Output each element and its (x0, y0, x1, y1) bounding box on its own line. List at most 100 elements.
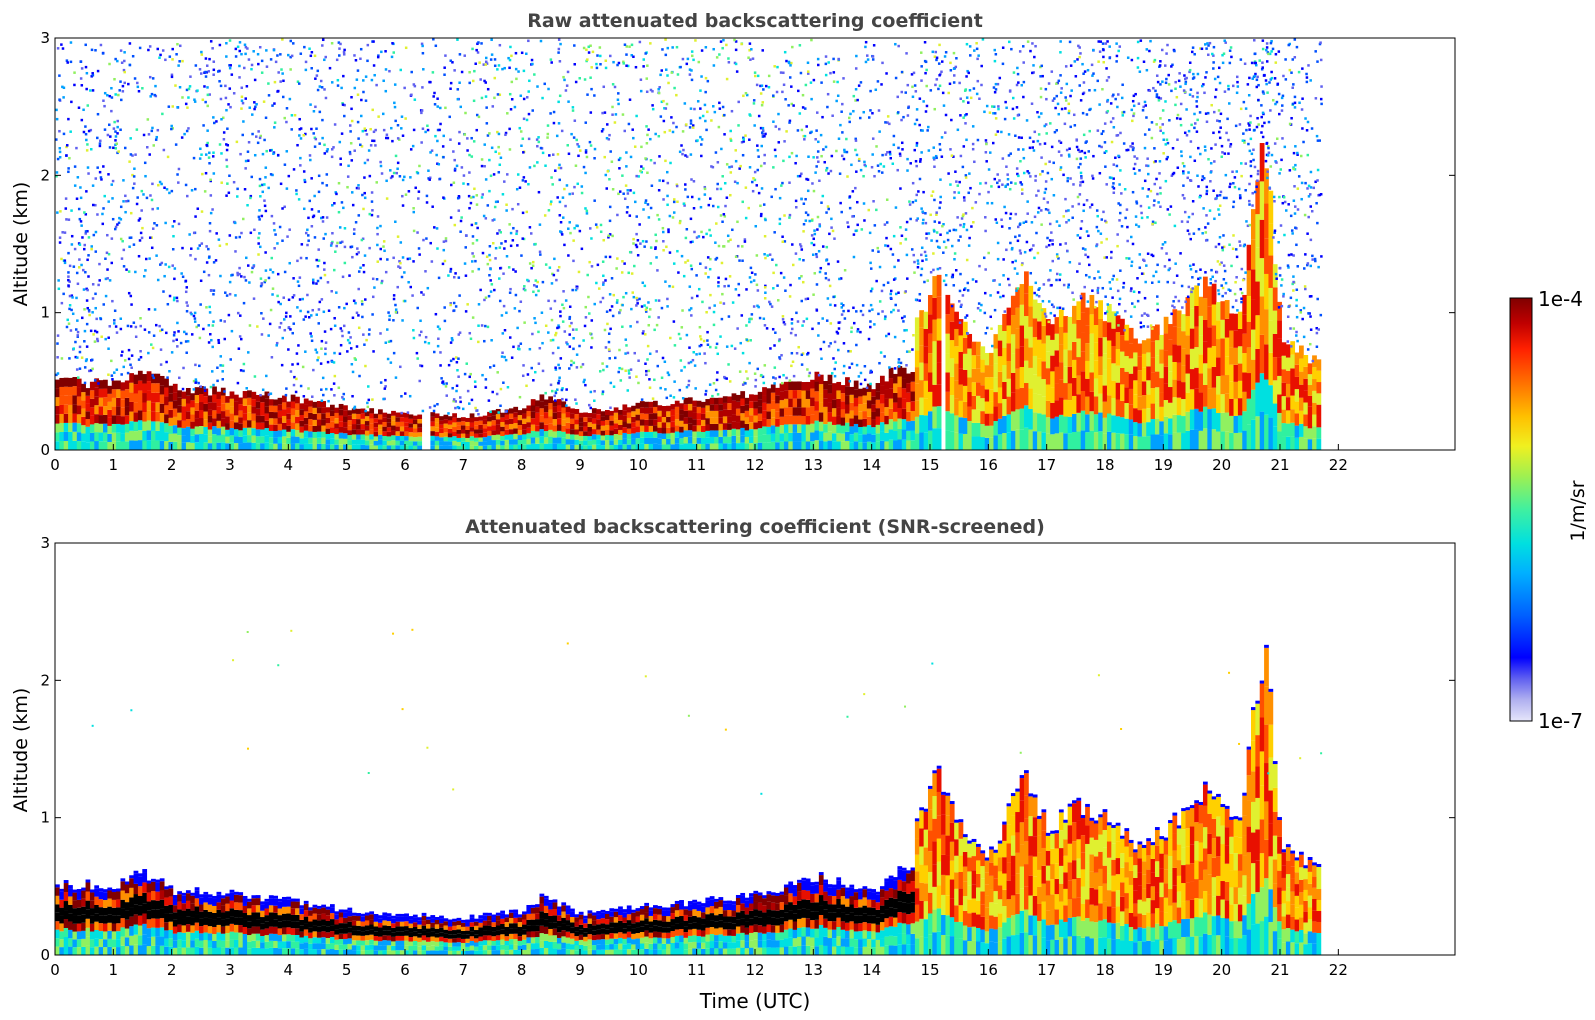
noise-pixel (211, 324, 215, 327)
heatmap-cell (875, 399, 881, 409)
heatmap-cell (722, 416, 728, 424)
heatmap-cell (465, 421, 471, 426)
heatmap-cell (1233, 313, 1239, 331)
heatmap-cell (958, 319, 964, 336)
heatmap-cell (901, 367, 907, 379)
noise-pixel (1316, 297, 1319, 301)
noise-pixel (1083, 285, 1086, 289)
noise-pixel (552, 121, 556, 125)
heatmap-cell (164, 405, 169, 415)
noise-pixel (1165, 252, 1168, 255)
noise-pixel (1191, 46, 1195, 49)
noise-pixel (820, 201, 823, 204)
noise-pixel (965, 228, 969, 232)
heatmap-cell (779, 400, 785, 409)
heatmap-cell (1299, 397, 1304, 411)
heatmap-cell (674, 431, 680, 438)
noise-pixel (501, 67, 504, 71)
heatmap-cell (277, 404, 283, 411)
heatmap-cell (146, 440, 152, 450)
noise-pixel (103, 104, 106, 108)
heatmap-cell (1015, 348, 1021, 369)
noise-pixel (611, 314, 615, 318)
heatmap-cell (1312, 438, 1317, 450)
heatmap-cell (827, 393, 833, 403)
heatmap-cell (596, 439, 602, 445)
heatmap-cell (853, 397, 859, 407)
heatmap-cell (513, 439, 519, 445)
noise-pixel (606, 123, 609, 126)
heatmap-cell (1111, 328, 1117, 346)
heatmap-cell (958, 351, 964, 369)
noise-pixel (1008, 217, 1012, 220)
heatmap-cell (308, 437, 313, 444)
noise-pixel (423, 340, 427, 344)
noise-pixel (740, 140, 744, 144)
heatmap-cell (1163, 433, 1169, 450)
heatmap-cell (613, 439, 619, 445)
noise-pixel (271, 271, 275, 274)
heatmap-cell (578, 445, 584, 450)
heatmap-cell (452, 445, 457, 450)
heatmap-cell (836, 407, 842, 416)
noise-pixel (565, 404, 568, 407)
heatmap-cell (875, 408, 881, 417)
noise-pixel (1290, 229, 1294, 232)
heatmap-cell (888, 378, 894, 389)
noise-pixel (607, 332, 611, 335)
noise-pixel (672, 200, 676, 204)
heatmap-cell (391, 445, 396, 450)
noise-pixel (155, 254, 158, 257)
noise-pixel (556, 388, 559, 391)
noise-pixel (1065, 209, 1068, 213)
heatmap-cell (749, 436, 754, 444)
noise-pixel (1184, 80, 1188, 84)
heatmap-cell (984, 377, 990, 390)
heatmap-cell (591, 423, 597, 430)
noise-pixel (1055, 82, 1058, 85)
noise-pixel (100, 178, 103, 181)
heatmap-cell (561, 425, 567, 432)
noise-pixel (559, 357, 563, 360)
noise-pixel (330, 289, 333, 293)
noise-pixel (315, 74, 319, 77)
heatmap-cell (971, 422, 977, 437)
heatmap-cell (1163, 383, 1169, 401)
heatmap-cell (1189, 348, 1195, 370)
noise-pixel (790, 61, 793, 65)
noise-pixel (236, 271, 239, 275)
noise-pixel (1178, 72, 1181, 75)
noise-pixel (367, 333, 371, 336)
heatmap-cell (103, 414, 108, 424)
heatmap-cell (783, 407, 789, 416)
noise-pixel (884, 315, 887, 318)
heatmap-cell (635, 438, 641, 445)
heatmap-cell (539, 436, 545, 444)
noise-pixel (219, 319, 223, 322)
heatmap-cell (434, 440, 440, 446)
heatmap-cell (1224, 375, 1230, 394)
noise-pixel (399, 365, 402, 369)
heatmap-cell (1102, 353, 1108, 370)
heatmap-cell (989, 401, 994, 414)
heatmap-cell (1111, 345, 1117, 364)
noise-pixel (715, 256, 719, 260)
noise-pixel (1181, 306, 1184, 309)
noise-pixel (80, 84, 84, 87)
noise-pixel (960, 303, 963, 307)
heatmap-cell (504, 439, 510, 445)
heatmap-cell (151, 402, 156, 412)
heatmap-cell (923, 311, 929, 330)
noise-pixel (1095, 209, 1099, 212)
heatmap-cell (801, 399, 807, 408)
noise-pixel (363, 191, 366, 195)
noise-pixel (798, 258, 801, 261)
noise-pixel (905, 220, 909, 224)
noise-pixel (944, 273, 948, 277)
heatmap-cell (591, 444, 597, 450)
noise-pixel (203, 85, 206, 88)
noise-pixel (1180, 220, 1184, 223)
noise-pixel (471, 79, 475, 83)
noise-pixel (1206, 42, 1209, 45)
heatmap-cell (552, 425, 558, 432)
